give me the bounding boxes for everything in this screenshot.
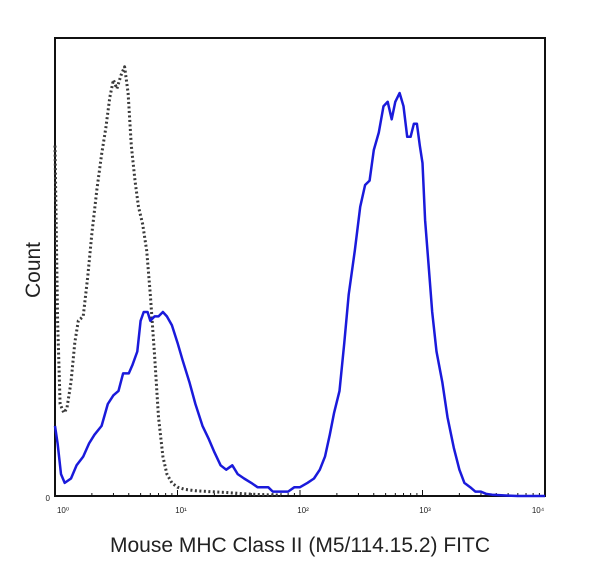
- y-axis-label: Count: [22, 242, 45, 298]
- series-layer: [53, 65, 545, 498]
- tick-label-10e3: 10³: [419, 506, 431, 515]
- x-axis-label: Mouse MHC Class II (M5/114.15.2) FITC: [110, 534, 490, 557]
- isotype-control-histogram-line: [53, 65, 282, 497]
- stained-sample-histogram-line: [53, 91, 545, 498]
- y-tick-label-0: 0: [46, 494, 51, 503]
- tick-label-10e0: 10⁰: [57, 506, 69, 515]
- tick-label-10e4: 10⁴: [532, 506, 545, 515]
- tick-label-10e1: 10¹: [175, 506, 187, 515]
- tick-label-10e2: 10²: [297, 506, 309, 515]
